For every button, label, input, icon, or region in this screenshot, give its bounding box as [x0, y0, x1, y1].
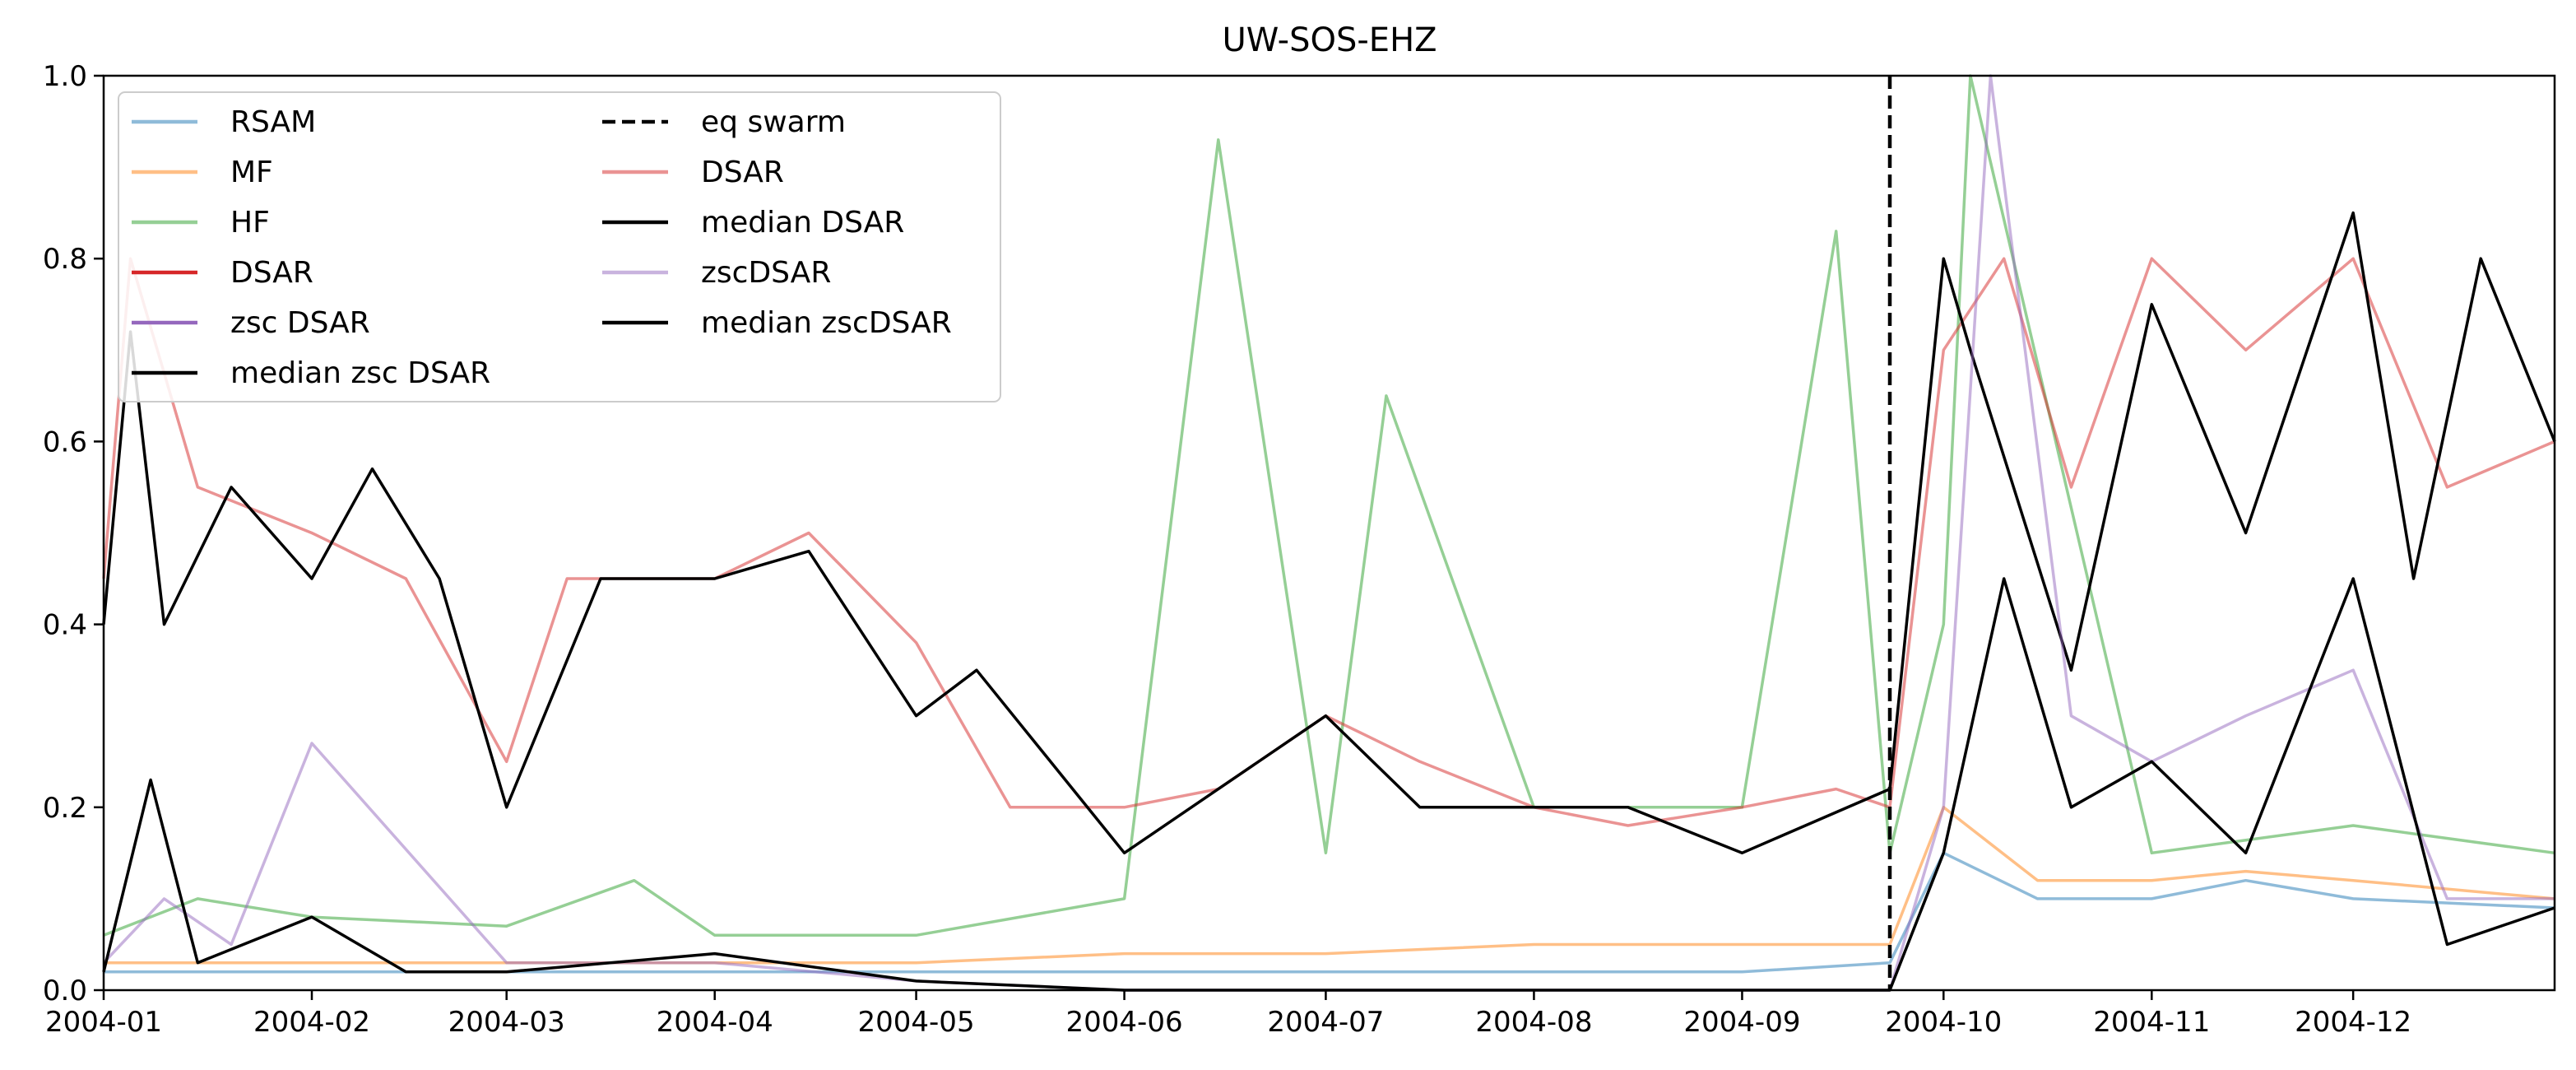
plot-frame: [102, 74, 2556, 992]
y-axis: 0.0 0.2 0.4 0.6 0.8 1.0: [43, 60, 104, 1007]
legend-label: median zsc DSAR: [230, 356, 490, 390]
y-tick-label: 0.4: [43, 609, 87, 642]
y-tick-label: 1.0: [43, 60, 87, 93]
x-axis: 2004-01 2004-02 2004-03 2004-04 2004-05 2004-…: [45, 990, 2411, 1039]
x-tick-label: 2004-01: [45, 1006, 162, 1039]
x-tick-label: 2004-10: [1885, 1006, 2002, 1039]
legend-item-zsc-dsar: zsc DSAR: [132, 306, 370, 340]
legend-label: median DSAR: [701, 206, 904, 240]
y-tick-label: 0.8: [43, 243, 87, 276]
x-tick-label: 2004-11: [2093, 1006, 2210, 1039]
x-tick-label: 2004-08: [1475, 1006, 1592, 1039]
x-tick-label: 2004-05: [858, 1006, 975, 1039]
legend-item-median-zsc-dsar: median zsc DSAR: [132, 356, 490, 390]
legend-item-mf: MF: [132, 156, 273, 189]
x-tick-label: 2004-07: [1267, 1006, 1384, 1039]
legend-label: zsc DSAR: [230, 306, 370, 340]
legend-item-dsar: DSAR: [132, 256, 313, 290]
series-line-hf: [103, 74, 2555, 937]
legend-box: [118, 91, 1001, 402]
legend-label: HF: [230, 206, 270, 240]
legend-item-median-dsar: median DSAR: [602, 206, 904, 240]
legend: RSAM MF HF DSAR zsc DSAR median zsc DSAR eq sw…: [118, 91, 1001, 402]
x-tick-label: 2004-04: [657, 1006, 773, 1039]
series-line-median-zscdsar: [102, 577, 2555, 992]
legend-item-median-zscdsar: median zscDSAR: [602, 306, 952, 340]
series-median-zscdsar: [102, 577, 2555, 992]
series-median-dsar: [102, 211, 2556, 855]
legend-label: zscDSAR: [701, 256, 831, 290]
chart-title: UW-SOS-EHZ: [1222, 21, 1437, 59]
y-tick-label: 0.0: [43, 975, 87, 1007]
x-tick-label: 2004-09: [1683, 1006, 1800, 1039]
series-line-rsam: [104, 851, 2555, 974]
x-tick-label: 2004-03: [448, 1006, 565, 1039]
legend-label: MF: [230, 156, 273, 189]
legend-label: eq swarm: [701, 105, 846, 139]
series-line-dsar: [102, 257, 2555, 827]
legend-item-hf: HF: [132, 206, 270, 240]
y-tick-label: 0.2: [43, 792, 87, 825]
legend-item-zscdsar: zscDSAR: [602, 256, 831, 290]
x-tick-label: 2004-02: [253, 1006, 370, 1039]
legend-item-eq-swarm: eq swarm: [602, 105, 846, 139]
x-tick-label: 2004-06: [1066, 1006, 1183, 1039]
series-dsar: [102, 257, 2555, 827]
legend-item-dsar: DSAR: [602, 156, 784, 189]
x-tick-label: 2004-12: [2295, 1006, 2411, 1039]
legend-label: RSAM: [230, 105, 316, 139]
legend-label: DSAR: [701, 156, 784, 189]
legend-label: median zscDSAR: [701, 306, 952, 340]
series-hf: [103, 74, 2555, 937]
legend-label: DSAR: [230, 256, 313, 290]
y-tick-label: 0.6: [43, 426, 87, 458]
series-rsam: [104, 851, 2555, 974]
series-line-median-dsar: [102, 211, 2556, 855]
legend-item-rsam: RSAM: [132, 105, 316, 139]
